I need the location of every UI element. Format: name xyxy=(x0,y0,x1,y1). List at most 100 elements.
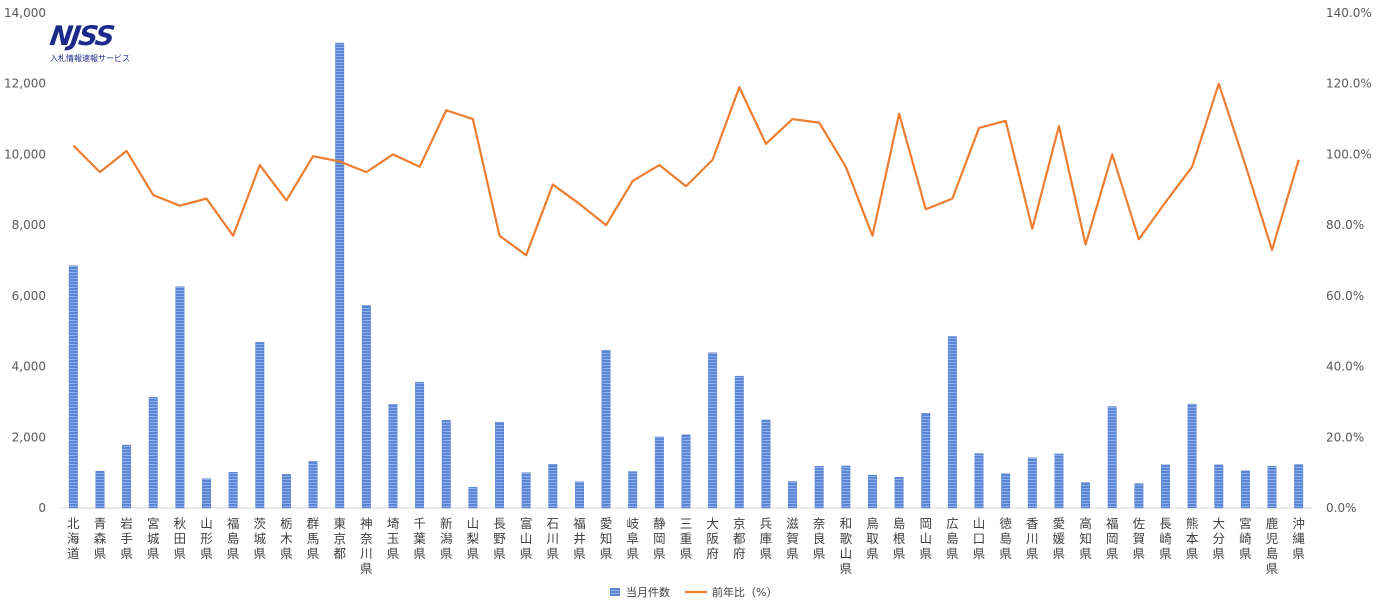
bar xyxy=(1187,403,1197,509)
bar xyxy=(148,397,158,509)
bar xyxy=(894,477,904,509)
y-left-tick-label: 4,000 xyxy=(12,360,46,374)
bar xyxy=(1107,406,1117,509)
bar xyxy=(708,352,718,509)
y-left-tick-label: 10,000 xyxy=(4,147,46,161)
bar xyxy=(1267,466,1277,509)
y-right-tick-label: 100.0% xyxy=(1326,147,1372,161)
bar xyxy=(868,474,877,509)
x-category-label: 愛媛県 xyxy=(1053,516,1066,561)
x-category-label: 茨城県 xyxy=(254,516,267,561)
bar xyxy=(68,265,78,509)
y-right-tick-label: 140.0% xyxy=(1326,6,1372,20)
bar xyxy=(1081,482,1091,509)
x-category-label: 宮城県 xyxy=(147,516,160,561)
x-category-label: 群馬県 xyxy=(307,516,320,561)
bar xyxy=(814,466,824,509)
x-category-label: 岡山県 xyxy=(919,516,932,561)
x-category-label: 埼玉県 xyxy=(387,516,400,561)
x-category-label: 静岡県 xyxy=(653,516,666,561)
bar xyxy=(308,461,318,509)
x-category-label: 長崎県 xyxy=(1159,516,1172,561)
bar xyxy=(228,472,238,509)
x-category-label: 宮崎県 xyxy=(1239,516,1252,561)
bar xyxy=(95,471,105,509)
bar xyxy=(441,420,451,509)
x-category-label: 鹿児島県 xyxy=(1266,516,1279,576)
y-right-tick-label: 40.0% xyxy=(1326,360,1364,374)
y-right-tick-label: 20.0% xyxy=(1326,430,1364,444)
x-category-label: 神奈川県 xyxy=(360,516,373,576)
bar xyxy=(361,305,371,509)
x-category-label: 福岡県 xyxy=(1106,516,1119,561)
x-category-label: 三重県 xyxy=(680,516,693,561)
right-axis-ticks: 0.0% 20.0% 40.0% 60.0% 80.0% 100.0% 120.0% 140.… xyxy=(1326,6,1372,515)
bar xyxy=(1054,453,1064,509)
y-left-tick-label: 14,000 xyxy=(4,6,46,20)
x-category-label: 愛知県 xyxy=(600,516,613,561)
y-right-tick-label: 60.0% xyxy=(1326,289,1364,303)
x-category-label: 徳島県 xyxy=(999,516,1012,561)
x-category-label: 広島県 xyxy=(946,516,959,561)
bar xyxy=(468,486,478,509)
bar xyxy=(761,419,771,509)
bar xyxy=(574,481,584,509)
bar xyxy=(335,42,345,509)
x-category-label: 和歌山県 xyxy=(840,516,853,576)
x-category-label: 鳥取県 xyxy=(866,516,879,561)
x-category-label: 大阪府 xyxy=(706,516,719,561)
x-category-label: 京都府 xyxy=(733,516,746,561)
bar-series xyxy=(68,42,1304,509)
y-left-tick-label: 0 xyxy=(38,501,46,515)
bar xyxy=(521,472,531,509)
x-category-label: 香川県 xyxy=(1026,516,1039,561)
bar xyxy=(175,286,185,509)
x-category-label: 佐賀県 xyxy=(1133,516,1146,561)
x-category-label: 石川県 xyxy=(547,516,560,561)
x-category-label: 新潟県 xyxy=(440,516,453,561)
x-category-label: 山形県 xyxy=(200,516,213,561)
x-category-label: 栃木県 xyxy=(280,516,293,561)
x-category-label: 奈良県 xyxy=(813,516,826,561)
line-series xyxy=(72,82,1300,257)
bar xyxy=(122,444,132,509)
left-axis-ticks: 0 2,000 4,000 6,000 8,000 10,000 12,000 14,000 xyxy=(4,6,46,515)
legend-label-line: 前年比（%） xyxy=(712,585,777,599)
x-category-label: 沖縄県 xyxy=(1292,516,1305,561)
y-right-tick-label: 0.0% xyxy=(1326,501,1357,515)
bar xyxy=(681,434,691,509)
x-category-label: 熊本県 xyxy=(1186,516,1199,561)
bar xyxy=(415,381,425,509)
x-category-label: 島根県 xyxy=(893,516,906,561)
bar xyxy=(1027,457,1037,509)
legend-label-bars: 当月件数 xyxy=(626,585,670,599)
yoy-line xyxy=(72,82,1300,257)
bar xyxy=(1161,464,1170,509)
x-category-label: 富山県 xyxy=(520,516,533,561)
bar xyxy=(628,471,638,509)
legend: 当月件数 前年比（%） xyxy=(610,585,777,599)
bar xyxy=(255,341,265,509)
bar xyxy=(734,375,744,509)
x-category-label: 福島県 xyxy=(227,516,240,561)
logo-subtitle: 入札情報速報サービス xyxy=(50,54,130,63)
bar xyxy=(921,413,931,509)
bar xyxy=(1214,464,1224,509)
bar xyxy=(388,404,398,509)
y-left-tick-label: 12,000 xyxy=(4,77,46,91)
y-left-tick-label: 8,000 xyxy=(12,218,46,232)
y-right-tick-label: 120.0% xyxy=(1326,77,1372,91)
bar xyxy=(601,350,611,509)
bar xyxy=(841,465,851,509)
bar xyxy=(654,436,664,509)
y-left-tick-label: 6,000 xyxy=(12,289,46,303)
bar xyxy=(202,478,211,509)
bar xyxy=(548,463,558,509)
bar xyxy=(1134,483,1144,509)
x-category-label: 北海道 xyxy=(67,516,80,561)
bar xyxy=(1240,470,1250,509)
bar xyxy=(495,421,504,509)
y-left-tick-label: 2,000 xyxy=(12,430,46,444)
x-category-label: 大分県 xyxy=(1213,516,1226,561)
